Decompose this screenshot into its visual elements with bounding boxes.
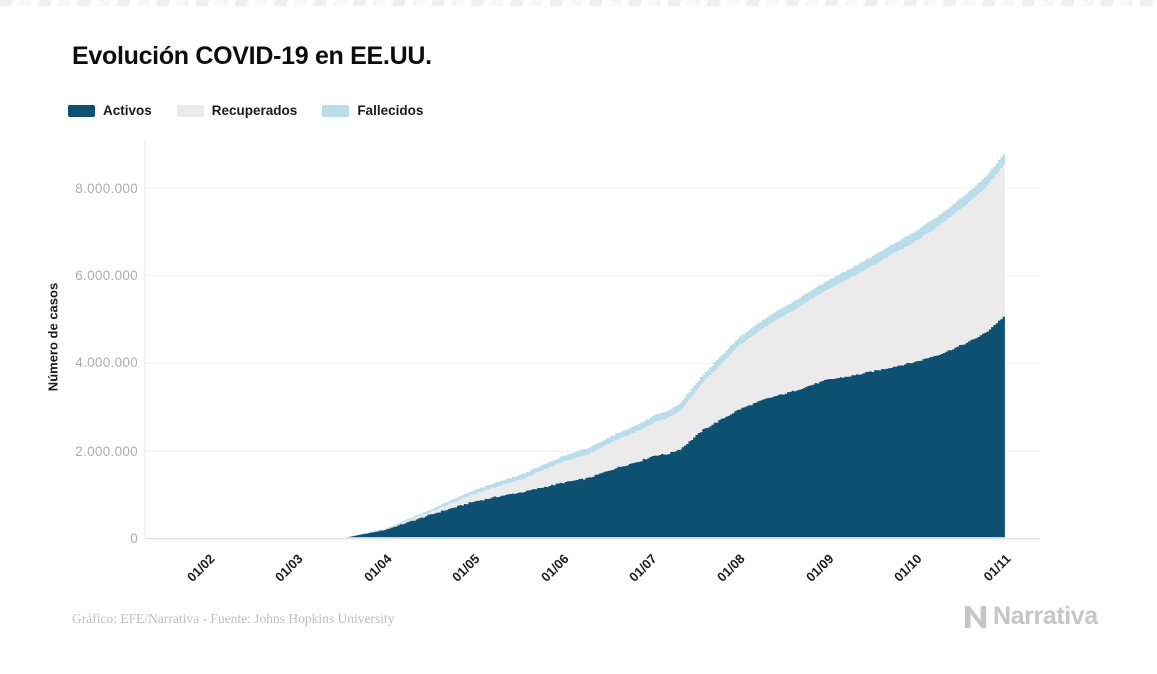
chart-title: Evolución COVID-19 en EE.UU. <box>72 42 432 70</box>
fallecidos-swatch-icon <box>322 104 350 117</box>
narrativa-n-icon <box>964 605 987 628</box>
y-tick-4000000: 4.000.000 <box>75 355 138 370</box>
recuperados-area <box>314 165 1005 538</box>
legend-label-recuperados: Recuperados <box>211 103 298 118</box>
brand-text: Narrativa <box>993 602 1098 630</box>
recuperados-swatch-icon <box>176 104 204 117</box>
legend-label-fallecidos: Fallecidos <box>357 103 424 118</box>
legend-label-activos: Activos <box>103 103 152 118</box>
y-tick-2000000: 2.000.000 <box>75 444 138 459</box>
activos-area <box>314 316 1005 538</box>
legend-item-activos: Activos <box>68 103 152 118</box>
narrativa-logo: Narrativa <box>963 602 1098 631</box>
legend-item-recuperados: Recuperados <box>176 103 298 118</box>
y-tick-6000000: 6.000.000 <box>75 268 138 283</box>
y-tick-0: 0 <box>130 531 138 546</box>
top-edge-speckle-decoration <box>0 0 1157 6</box>
legend: Activos Recuperados Fallecidos <box>68 103 448 118</box>
source-credit: Gráfico: EFE/Narrativa - Fuente: Johns H… <box>72 611 395 626</box>
legend-item-fallecidos: Fallecidos <box>322 103 423 118</box>
activos-swatch-icon <box>68 104 95 117</box>
y-tick-8000000: 8.000.000 <box>75 181 138 196</box>
